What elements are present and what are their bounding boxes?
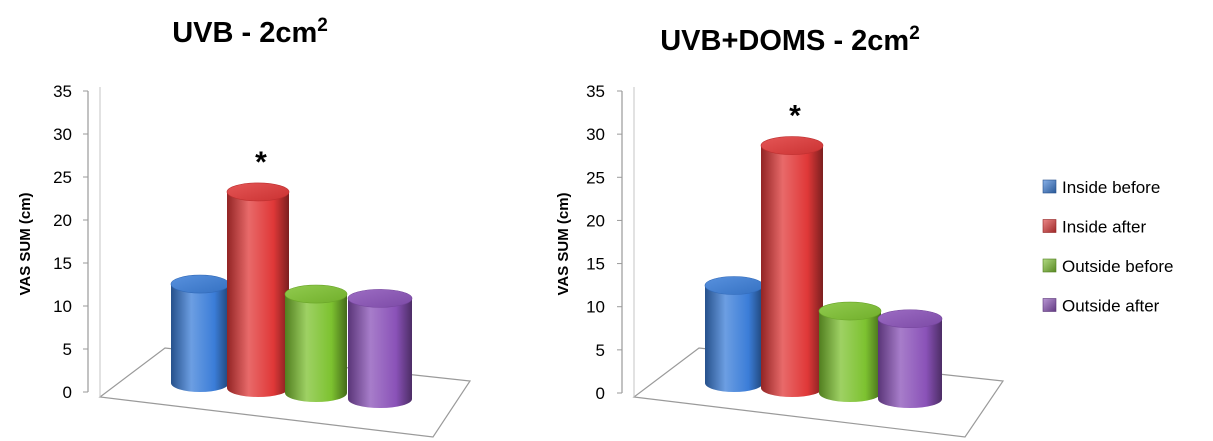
y-tick-label: 15 xyxy=(53,254,72,273)
y-tick-label: 15 xyxy=(586,255,605,274)
y-tick-label: 30 xyxy=(586,125,605,144)
bar-inside-after: * xyxy=(760,100,824,397)
y-tick-label: 25 xyxy=(53,168,72,187)
y-tick-label: 10 xyxy=(53,297,72,316)
legend-swatch xyxy=(1042,258,1057,273)
legend-label: Outside before xyxy=(1062,257,1174,276)
bar-outside-before xyxy=(818,301,882,402)
legend-swatch xyxy=(1042,219,1057,233)
bar-body xyxy=(705,285,763,392)
y-tick-label: 20 xyxy=(586,211,605,230)
y-tick-label: 5 xyxy=(596,341,605,360)
y-tick-label: 35 xyxy=(53,82,72,101)
chart-uvb: UVB - 2cm2 VAS SUM (cm) 0 5 10 15 20 25 30 35 * xyxy=(17,15,472,438)
bar-top xyxy=(170,274,230,294)
y-tick-label: 0 xyxy=(63,383,72,402)
legend-item: Inside after xyxy=(1042,218,1146,237)
bar-inside-before xyxy=(704,276,764,392)
chart-title: UVB - 2cm2 xyxy=(172,15,328,49)
bar-top xyxy=(877,309,943,329)
chart-title: UVB+DOMS - 2cm2 xyxy=(660,23,920,57)
legend-label: Inside after xyxy=(1062,218,1146,237)
bar-top xyxy=(704,276,764,295)
y-tick-label: 0 xyxy=(596,384,605,403)
legend-item: Outside after xyxy=(1042,297,1160,316)
chart-uvb-doms: UVB+DOMS - 2cm2 VAS SUM (cm) 0 5 10 15 20 25 3… xyxy=(555,23,1005,438)
y-axis-label: VAS SUM (cm) xyxy=(555,192,572,295)
bar-outside-before xyxy=(284,284,348,402)
plot-area: 0 5 10 15 20 25 30 35 * xyxy=(586,82,1005,438)
y-tick-label: 35 xyxy=(586,82,605,101)
legend: Inside before Inside after Outside before O… xyxy=(1042,178,1174,316)
y-tick-label: 10 xyxy=(586,298,605,317)
significance-marker: * xyxy=(255,146,267,179)
bar-body xyxy=(171,284,229,392)
plot-area: 0 5 10 15 20 25 30 35 * xyxy=(53,82,472,438)
y-tick-label: 30 xyxy=(53,125,72,144)
bar-inside-after: * xyxy=(226,146,290,397)
bar-inside-before xyxy=(170,274,230,392)
legend-label: Outside after xyxy=(1062,297,1160,316)
bar-body xyxy=(819,311,881,402)
legend-swatch xyxy=(1042,298,1057,312)
legend-item: Inside before xyxy=(1042,178,1160,197)
significance-marker: * xyxy=(789,100,801,133)
bar-body xyxy=(761,145,823,397)
bar-body xyxy=(227,191,289,397)
bar-top xyxy=(284,284,348,304)
bar-body xyxy=(285,294,347,402)
bar-body xyxy=(878,318,942,408)
bar-top xyxy=(760,136,824,155)
bar-top xyxy=(347,289,413,308)
bar-outside-after xyxy=(347,289,413,408)
legend-item: Outside before xyxy=(1042,257,1174,276)
bar-top xyxy=(818,301,882,321)
bar-top xyxy=(226,182,290,202)
y-axis-label: VAS SUM (cm) xyxy=(17,192,34,295)
y-tick-label: 5 xyxy=(63,340,72,359)
bar-outside-after xyxy=(877,309,943,408)
legend-swatch xyxy=(1042,179,1057,194)
y-tick-label: 25 xyxy=(586,168,605,187)
y-tick-label: 20 xyxy=(53,211,72,230)
bar-body xyxy=(348,298,412,408)
legend-label: Inside before xyxy=(1062,178,1160,197)
